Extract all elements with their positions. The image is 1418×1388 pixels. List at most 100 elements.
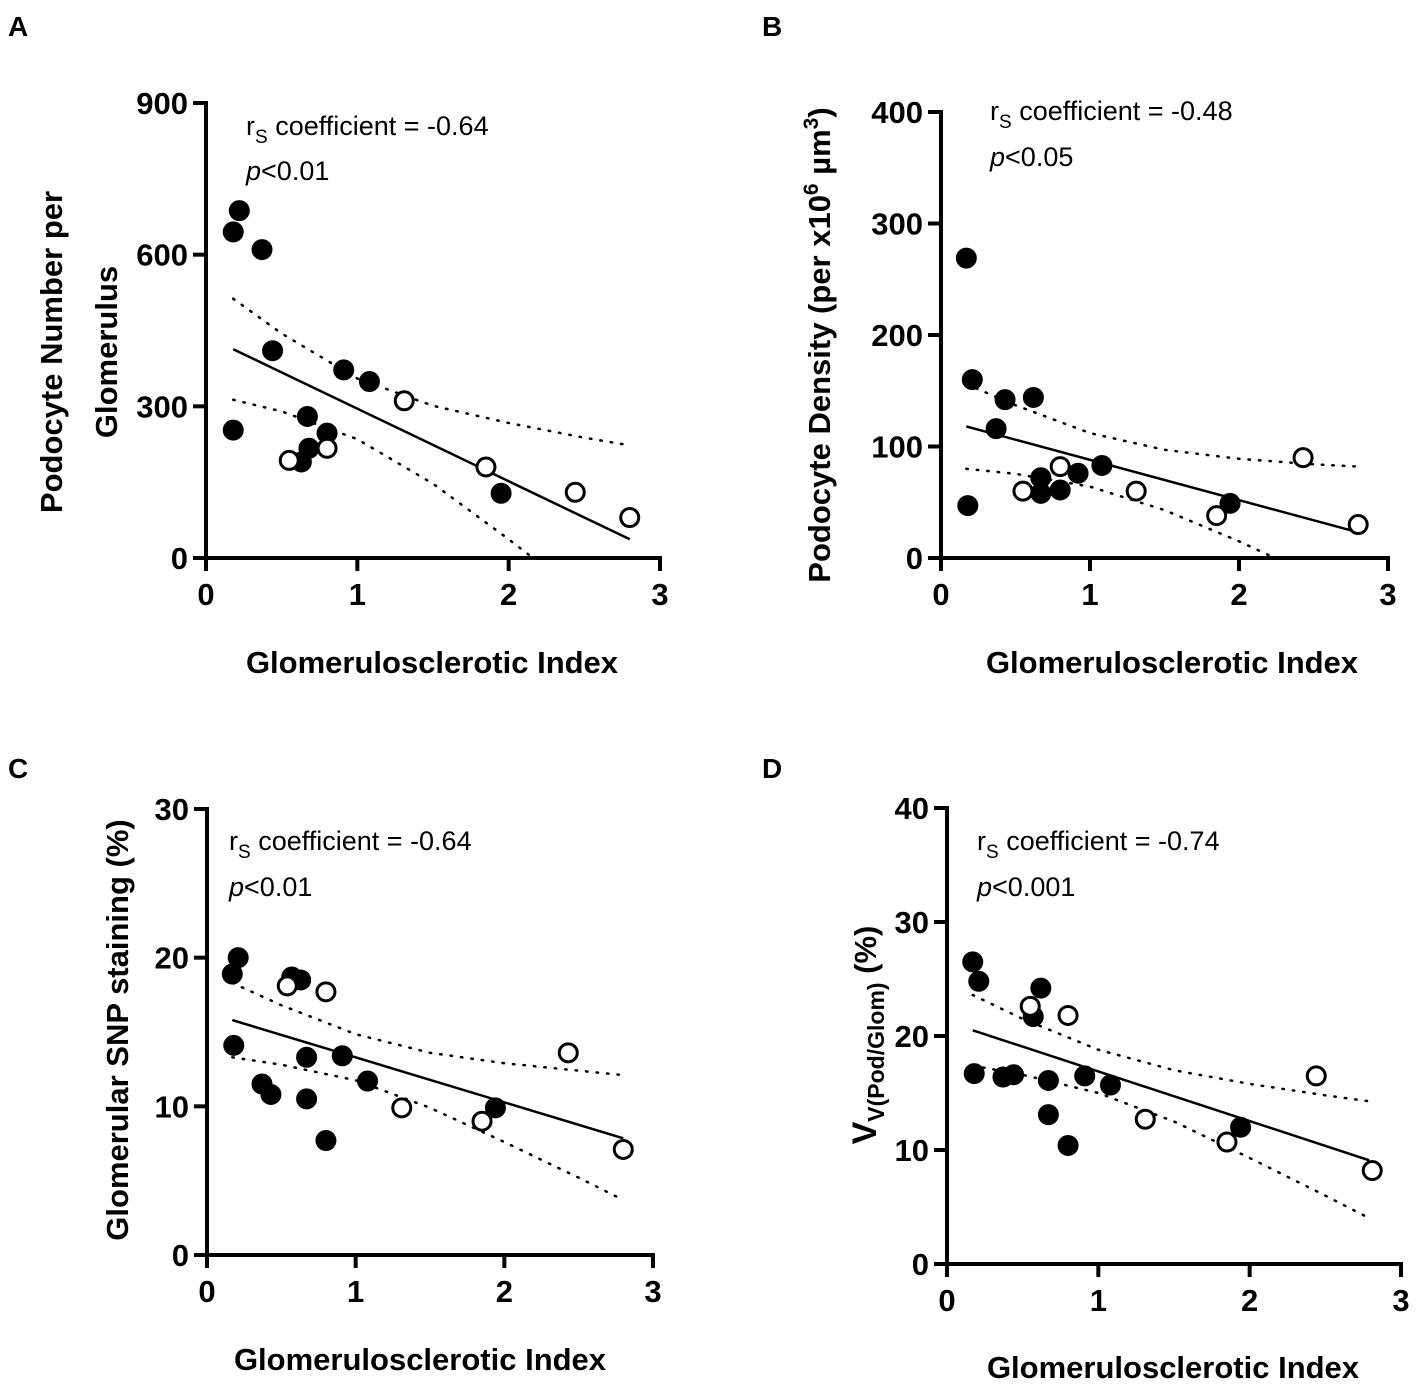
y-tick-label: 30 (155, 792, 189, 827)
data-point-filled (1003, 1064, 1025, 1086)
data-point-filled (1074, 1065, 1096, 1087)
x-axis-title: Glomerulosclerotic Index (246, 645, 619, 680)
data-point-open (471, 1110, 493, 1132)
r-subscript: S (255, 127, 268, 148)
data-point-filled (1057, 1134, 1079, 1156)
y-title-subscript: V(Pod/Glom) (863, 982, 889, 1121)
x-tick-label: 2 (496, 1274, 513, 1309)
plot-area (965, 382, 1360, 558)
x-tick-label: 3 (644, 1274, 661, 1309)
data-point-filled (221, 963, 243, 985)
panel-a: A 0 300 600 900 0 1 2 3 Glomerulosclerotic Index P… (8, 11, 669, 680)
p-value-text: <0.001 (992, 872, 1075, 902)
y-title-superscript: 6 (800, 183, 823, 195)
p-value: p<0.001 (976, 872, 1075, 902)
data-point-filled (1037, 1104, 1059, 1126)
regression-line (966, 425, 1359, 534)
y-tick-label: 200 (871, 318, 923, 353)
r-subscript: S (238, 842, 251, 863)
regression-line (972, 1029, 1370, 1162)
confidence-band-upper (965, 382, 1360, 468)
r-subscript: S (986, 842, 999, 863)
plot-area (231, 981, 625, 1202)
data-point-open (1305, 1065, 1327, 1087)
y-tick-label: 0 (906, 541, 923, 576)
plot-area (971, 993, 1372, 1221)
data-point-filled (957, 495, 979, 517)
data-point-filled (315, 1130, 337, 1152)
data-point-open (315, 981, 337, 1003)
x-tick-label: 1 (1090, 1283, 1107, 1318)
x-tick-label: 2 (500, 577, 517, 612)
data-point-open (1019, 995, 1041, 1017)
data-point-filled (296, 1088, 318, 1110)
x-tick-label: 1 (349, 577, 366, 612)
x-tick-label: 3 (1379, 577, 1396, 612)
data-point-filled (484, 1097, 506, 1119)
y-tick-label: 300 (136, 389, 188, 424)
correlation-coefficient: rS coefficient = -0.48 (990, 96, 1233, 133)
data-point-open (1134, 1108, 1156, 1130)
data-point-filled (961, 369, 983, 391)
confidence-band-lower (971, 1064, 1372, 1221)
data-point-filled (1091, 454, 1113, 476)
data-point-filled (251, 239, 273, 261)
panel-label: D (762, 753, 782, 784)
data-point-open (557, 1042, 579, 1064)
data-point-open (393, 390, 415, 412)
correlation-coefficient: rS coefficient = -0.64 (229, 826, 472, 863)
p-symbol: p (228, 872, 244, 902)
data-point-open (1057, 1004, 1079, 1026)
p-symbol: p (245, 156, 261, 186)
data-point-open (612, 1138, 634, 1160)
y-title-rest: (%) (848, 926, 883, 983)
y-title-main: Podocyte Density (per x10 (802, 195, 837, 583)
data-point-filled (262, 340, 284, 362)
confidence-band-upper (231, 297, 631, 447)
y-title-superscript: 3 (800, 118, 823, 130)
y-tick-label: 40 (895, 791, 929, 826)
data-point-open (564, 481, 586, 503)
y-tick-label: 600 (136, 238, 188, 273)
data-point-filled (223, 1034, 245, 1056)
p-value-text: <0.01 (261, 156, 329, 186)
r-symbol: r (229, 826, 238, 856)
data-point-open (316, 437, 338, 459)
data-point-open (1361, 1160, 1383, 1182)
x-tick-label: 0 (198, 1274, 215, 1309)
data-point-open (1216, 1131, 1238, 1153)
data-point-open (1347, 514, 1369, 536)
data-point-open (1012, 480, 1034, 502)
data-point-filled (994, 389, 1016, 411)
data-point-filled (296, 405, 318, 427)
data-point-filled (963, 1063, 985, 1085)
confidence-band-upper (971, 993, 1372, 1103)
data-point-open (278, 449, 300, 471)
panel-d: D 0 10 20 30 40 0 1 2 3 Glomerulosclerotic Index VV… (762, 753, 1410, 1385)
data-point-open (391, 1097, 413, 1119)
y-title-close: ) (802, 107, 837, 117)
x-tick-label: 3 (1392, 1283, 1409, 1318)
y-title-main: V (846, 1121, 884, 1144)
coefficient-value: coefficient = -0.64 (251, 826, 472, 856)
y-tick-label: 0 (912, 1247, 929, 1282)
y-axis-title: Podocyte Number per (34, 191, 69, 513)
x-tick-label: 2 (1230, 577, 1247, 612)
panel-label: C (8, 753, 28, 784)
data-point-filled (331, 1045, 353, 1067)
data-point-filled (357, 1070, 379, 1092)
x-tick-label: 1 (1081, 577, 1098, 612)
coefficient-value: coefficient = -0.48 (1012, 96, 1233, 126)
y-tick-label: 0 (172, 1238, 189, 1273)
data-point-open (276, 975, 298, 997)
r-symbol: r (990, 96, 999, 126)
data-point-open (619, 507, 641, 529)
data-point-filled (1219, 492, 1241, 514)
p-value-text: <0.01 (244, 872, 312, 902)
data-point-open (1125, 480, 1147, 502)
data-point-open (475, 456, 497, 478)
p-value-text: <0.05 (1005, 142, 1073, 172)
data-point-filled (260, 1083, 282, 1105)
p-value: p<0.01 (245, 156, 329, 186)
